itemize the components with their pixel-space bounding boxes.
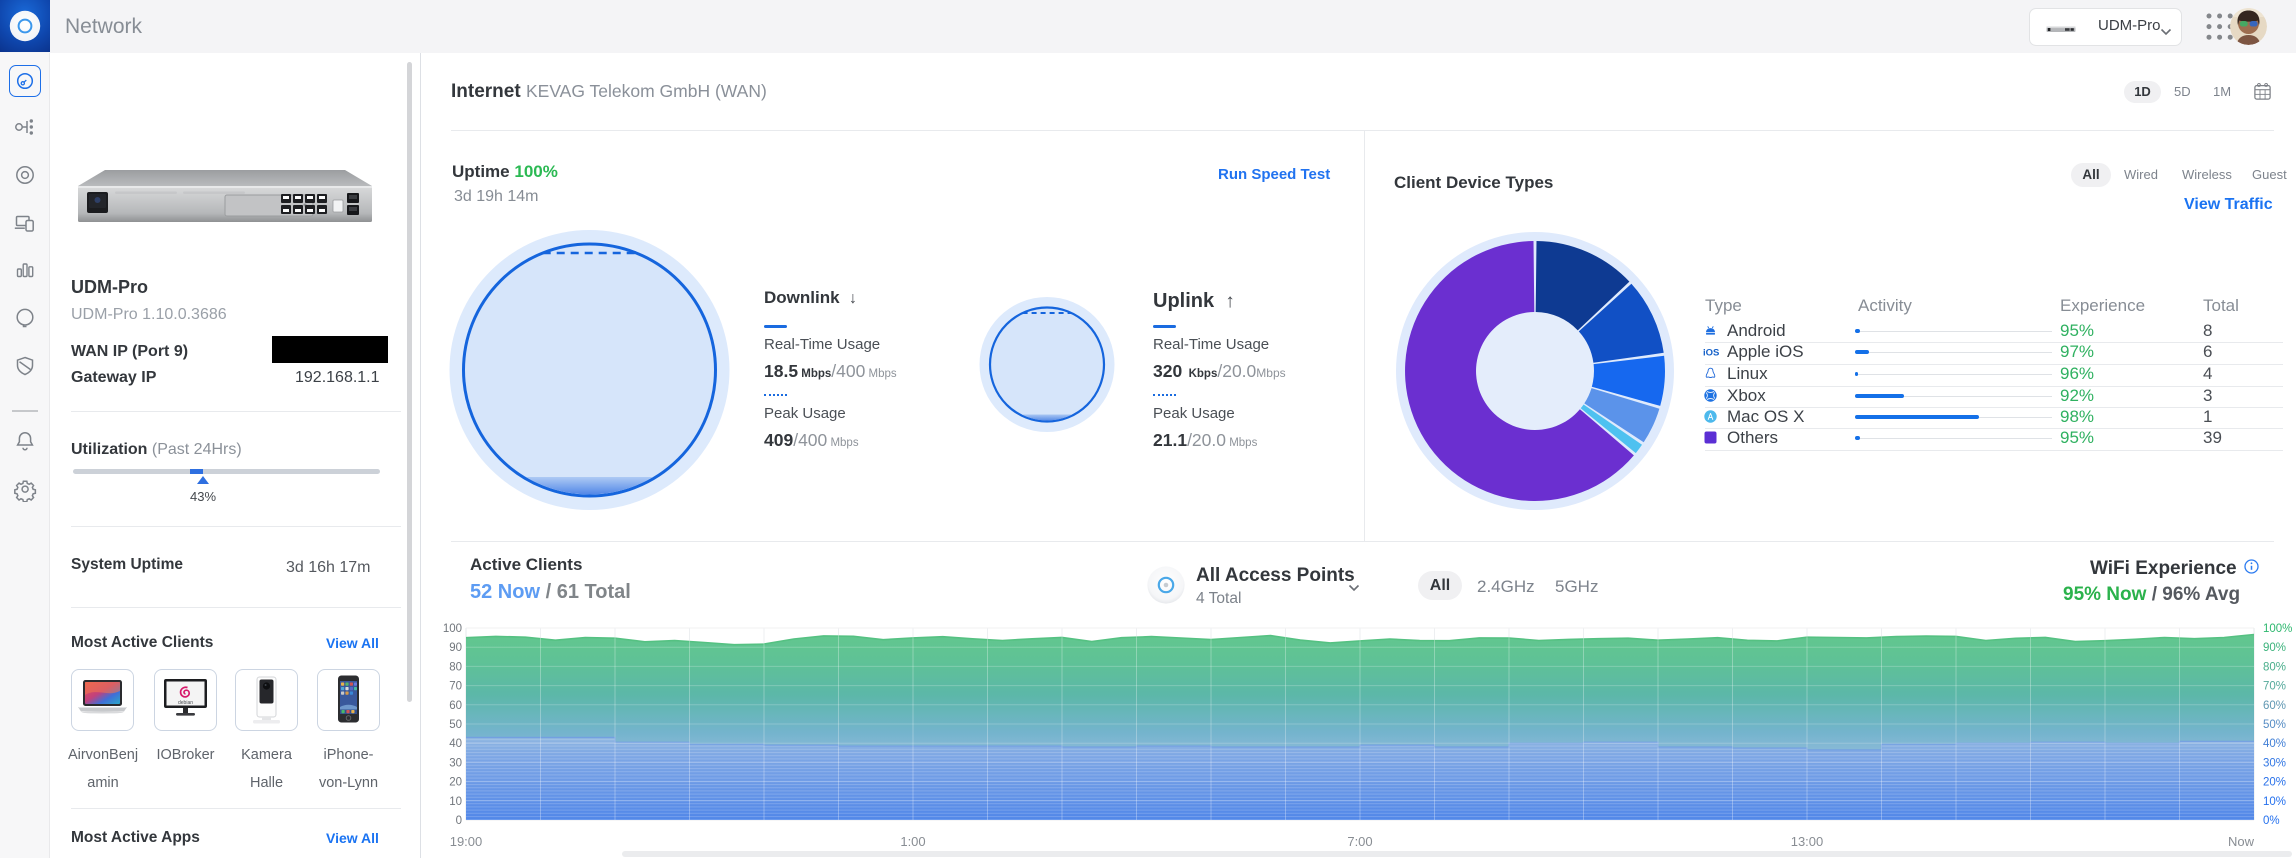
svg-text:0: 0	[456, 815, 462, 827]
svg-text:Now: Now	[2228, 834, 2255, 849]
svg-text:20%: 20%	[2263, 777, 2286, 789]
svg-text:0%: 0%	[2263, 815, 2280, 827]
svg-text:70%: 70%	[2263, 681, 2286, 693]
svg-text:80%: 80%	[2263, 661, 2286, 673]
svg-text:30%: 30%	[2263, 757, 2286, 769]
svg-text:13:00: 13:00	[1791, 834, 1824, 849]
svg-text:19:00: 19:00	[450, 834, 483, 849]
svg-text:70: 70	[449, 681, 462, 693]
svg-text:20: 20	[449, 777, 462, 789]
svg-text:90%: 90%	[2263, 642, 2286, 654]
svg-text:90: 90	[449, 642, 462, 654]
svg-text:40%: 40%	[2263, 738, 2286, 750]
svg-text:60: 60	[449, 700, 462, 712]
svg-text:30: 30	[449, 757, 462, 769]
svg-text:10%: 10%	[2263, 796, 2286, 808]
svg-text:40: 40	[449, 738, 462, 750]
svg-text:80: 80	[449, 661, 462, 673]
svg-text:100: 100	[443, 623, 462, 635]
svg-text:60%: 60%	[2263, 700, 2286, 712]
svg-text:10: 10	[449, 796, 462, 808]
svg-text:50: 50	[449, 719, 462, 731]
svg-text:100%: 100%	[2263, 623, 2292, 635]
svg-text:debian: debian	[177, 700, 192, 706]
svg-text:iOS: iOS	[1703, 348, 1719, 359]
svg-text:7:00: 7:00	[1347, 834, 1372, 849]
svg-text:50%: 50%	[2263, 719, 2286, 731]
svg-text:1:00: 1:00	[900, 834, 925, 849]
